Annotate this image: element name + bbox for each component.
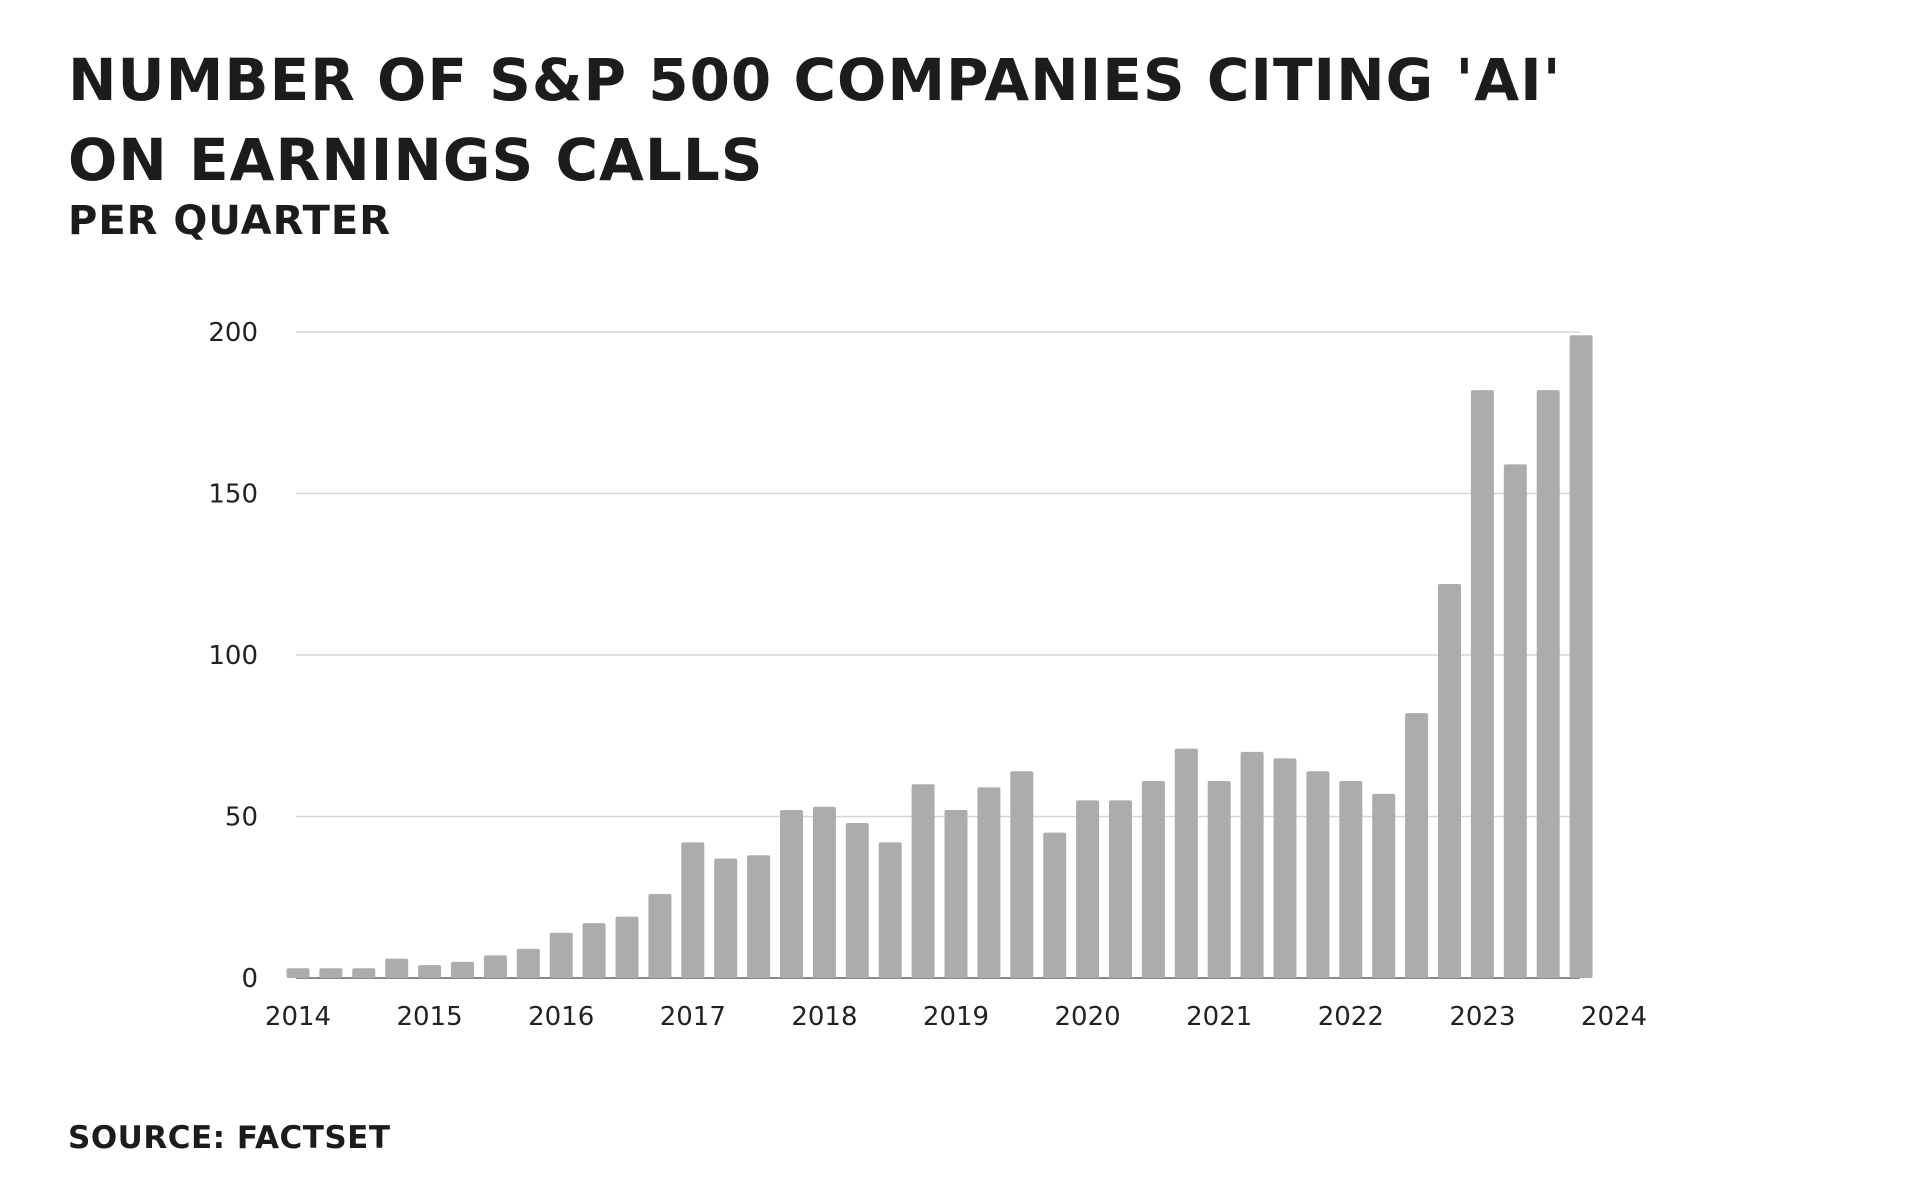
y-tick-label: 50 <box>225 803 258 833</box>
bar: 2019 Q1: 52 <box>944 810 968 978</box>
bar-chart: 2014 Q1: 3 2014 Q2: 3 2014 Q3: 3 2014 Q4: 6… <box>208 318 1647 1032</box>
bar: 2018 Q1: 53 <box>812 806 836 978</box>
x-tick-label: 2016 <box>528 1002 594 1032</box>
bar: 2017 Q3: 38 <box>747 855 771 978</box>
bar: 2016 Q2: 17 <box>582 923 606 978</box>
bar: 2023 Q2: 159 <box>1503 464 1527 978</box>
bar: 2017 Q4: 52 <box>780 810 803 978</box>
chart-title: Number of S&P 500 companies citing 'AI' … <box>68 46 1562 194</box>
source-note: Source: FactSet <box>68 1120 391 1156</box>
bar: 2017 Q1: 42 <box>681 842 705 978</box>
y-tick-label: 100 <box>208 641 258 671</box>
x-tick-label: 2017 <box>660 1002 726 1032</box>
bar: 2022 Q4: 122 <box>1438 583 1461 978</box>
bar: 2017 Q2: 37 <box>714 858 738 978</box>
x-axis-ticks: 2014 2015 2016 2017 2018 2019 2020 2021 2022 2023… <box>265 1002 1647 1032</box>
y-axis-ticks: 0 50 100 150 200 <box>208 318 258 994</box>
x-tick-label: 2022 <box>1318 1002 1384 1032</box>
bar: 2015 Q3: 7 <box>483 955 507 978</box>
bar: 2023 Q3: 182 <box>1536 390 1560 978</box>
bar: 2019 Q3: 64 <box>1010 771 1034 978</box>
bar: 2022 Q2: 57 <box>1372 793 1396 978</box>
bar: 2023 Q4: 199 <box>1569 335 1593 979</box>
y-tick-label: 0 <box>241 964 258 994</box>
bar: 2016 Q1: 14 <box>549 932 573 978</box>
bar: 2015 Q4: 9 <box>516 948 540 978</box>
y-tick-label: 200 <box>208 318 258 348</box>
bar: 2021 Q1: 61 <box>1207 780 1231 978</box>
bar: 2020 Q2: 55 <box>1109 800 1132 978</box>
bar: 2014 Q2: 3 <box>319 968 343 978</box>
x-tick-label: 2020 <box>1055 1002 1121 1032</box>
x-tick-label: 2014 <box>265 1002 331 1032</box>
bar: 2020 Q1: 55 <box>1076 800 1100 978</box>
x-tick-label: 2015 <box>397 1002 463 1032</box>
bar: 2014 Q3: 3 <box>352 968 376 978</box>
bar: 2022 Q3: 82 <box>1405 713 1429 978</box>
bar: 2016 Q3: 19 <box>615 916 639 978</box>
bar: 2015 Q2: 5 <box>451 961 474 978</box>
x-tick-label: 2021 <box>1186 1002 1252 1032</box>
bar: 2021 Q4: 64 <box>1306 771 1330 978</box>
bar: 2021 Q2: 70 <box>1240 751 1264 978</box>
bar: 2020 Q3: 61 <box>1141 780 1165 978</box>
bar: 2021 Q3: 68 <box>1273 758 1297 978</box>
bar: 2018 Q3: 42 <box>878 842 902 978</box>
bar: 2018 Q4: 60 <box>911 784 935 978</box>
x-tick-label: 2024 <box>1581 1002 1647 1032</box>
gridlines <box>296 331 1580 979</box>
bar: 2022 Q1: 61 <box>1339 780 1363 978</box>
bar: 2016 Q4: 26 <box>648 894 672 978</box>
x-tick-label: 2023 <box>1449 1002 1515 1032</box>
bar: 2018 Q2: 48 <box>845 822 869 978</box>
bar: 2014 Q1: 3 <box>286 968 310 978</box>
bars: 2014 Q1: 3 2014 Q2: 3 2014 Q3: 3 2014 Q4: 6… <box>286 335 1593 979</box>
bar: 2014 Q4: 6 <box>385 958 409 978</box>
bar: 2019 Q2: 59 <box>977 787 1001 978</box>
x-tick-label: 2018 <box>791 1002 857 1032</box>
chart-subtitle: Per quarter <box>68 198 391 244</box>
bar: 2020 Q4: 71 <box>1174 748 1198 978</box>
bar: 2023 Q1: 182 <box>1470 390 1494 978</box>
y-tick-label: 150 <box>208 480 258 510</box>
bar: 2015 Q1: 4 <box>418 965 442 978</box>
bar: 2019 Q4: 45 <box>1043 832 1067 978</box>
x-tick-label: 2019 <box>923 1002 989 1032</box>
